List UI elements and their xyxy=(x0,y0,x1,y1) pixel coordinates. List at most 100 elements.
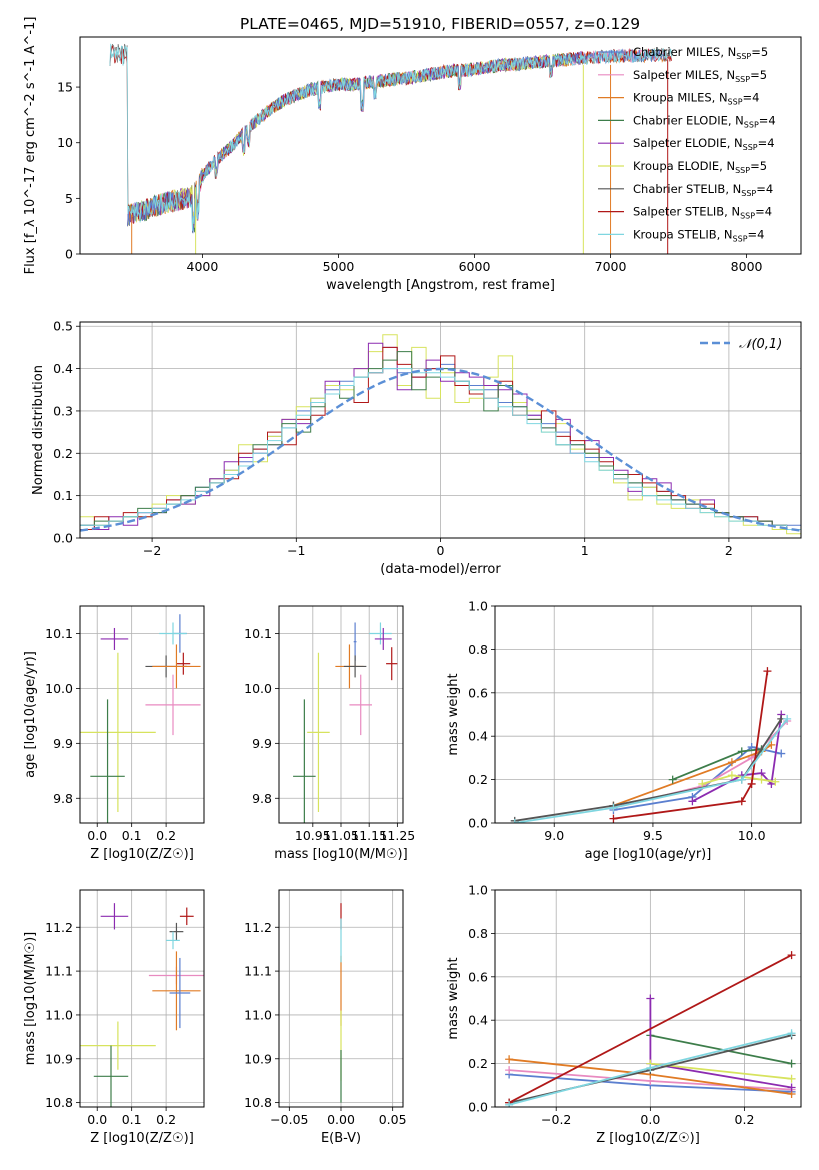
x-tick-label: 7000 xyxy=(595,259,627,274)
x-tick-label: 8000 xyxy=(731,259,763,274)
legend-subscript: SSP xyxy=(733,234,748,243)
y-tick-label: 0.8 xyxy=(468,642,488,657)
weight-marker xyxy=(787,1074,796,1083)
y-tick-label: 11.0 xyxy=(45,1007,73,1022)
y-tick-label: 0.6 xyxy=(468,685,488,700)
weight-marker xyxy=(787,1059,796,1068)
y-tick-label: 0.4 xyxy=(468,1013,488,1028)
y-tick-label: 10.8 xyxy=(45,1095,73,1110)
y-tick-label: 0.1 xyxy=(53,488,73,503)
y-tick-label: 1.0 xyxy=(468,883,488,898)
y-tick-label: 0.5 xyxy=(53,319,73,334)
weight-marker xyxy=(747,779,756,788)
x-tick-label: 2 xyxy=(725,543,733,558)
y-tick-label: 5 xyxy=(65,191,73,206)
legend-subscript: SSP xyxy=(743,143,758,152)
y-tick-label: 10.9 xyxy=(45,1051,73,1066)
histogram-lines xyxy=(80,334,801,535)
axes-frame xyxy=(494,605,802,824)
weight_vs_Z-panel: −0.2 0.0 0.2 0.0 0.2 0.4 0.6 0.8 1.0 Z [log10(Z/Z… xyxy=(446,883,802,1146)
weight-series xyxy=(514,718,788,823)
legend-label: 𝒩(0,1) xyxy=(739,337,782,352)
x-tick-label: 6000 xyxy=(459,259,491,274)
legend-value: =5 xyxy=(750,159,767,173)
y-tick-label: 0 xyxy=(65,247,73,262)
y-tick-label: 9.9 xyxy=(53,736,73,751)
y-tick-label: 0.2 xyxy=(468,1056,488,1071)
legend-value: =5 xyxy=(751,45,768,59)
legend-value: =5 xyxy=(750,68,767,82)
errorbar-points xyxy=(80,903,204,1107)
x-tick-label: 0.1 xyxy=(122,828,142,843)
x-tick-label: −2 xyxy=(143,543,161,558)
normal-curve xyxy=(80,367,801,532)
legend-label: Kroupa MILES, NSSP=4 xyxy=(633,91,759,107)
weight-marker xyxy=(688,797,697,806)
legend-label: Salpeter STELIB, NSSP=4 xyxy=(633,205,772,221)
x-tick-label: 9.0 xyxy=(544,828,564,843)
axes-frame xyxy=(79,321,802,539)
y-tick-label: 0.4 xyxy=(53,361,73,376)
legend-subscript: SSP xyxy=(744,120,759,129)
weight-marker xyxy=(727,758,736,767)
x-axis-label: age [log10(age/yr)] xyxy=(585,847,712,862)
legend-subscript: SSP xyxy=(735,166,750,175)
x-tick-label: 4000 xyxy=(187,259,219,274)
x-tick-label: 0.2 xyxy=(735,1112,755,1127)
x-tick-label: 11.25 xyxy=(379,828,415,843)
y-axis-label: age [log10(age/yr)] xyxy=(23,651,38,778)
figure-title: PLATE=0465, MJD=51910, FIBERID=0557, z=0… xyxy=(240,15,640,33)
legend-value: =4 xyxy=(756,182,773,196)
legend-value: =4 xyxy=(759,113,776,127)
y-axis-label: mass weight xyxy=(446,957,461,1039)
legend-label: Chabrier MILES, NSSP=5 xyxy=(633,45,768,61)
weight-marker xyxy=(737,797,746,806)
y-tick-label: 10.1 xyxy=(45,626,73,641)
legend-label: Kroupa STELIB, NSSP=4 xyxy=(633,227,764,243)
legend-subscript: SSP xyxy=(736,52,751,61)
x-tick-label: 0.0 xyxy=(87,828,107,843)
weight-marker xyxy=(609,814,618,823)
y-tick-label: 1.0 xyxy=(468,599,488,614)
weight-marker xyxy=(698,779,707,788)
spectrum-line xyxy=(109,45,672,225)
weight-marker xyxy=(787,1029,796,1038)
weight-series xyxy=(613,720,788,809)
legend-subscript: SSP xyxy=(740,212,755,221)
x-tick-label: 9.5 xyxy=(643,828,663,843)
y-tick-label: 10.0 xyxy=(45,681,73,696)
y-tick-label: 9.8 xyxy=(252,791,272,806)
x-axis-label: E(B-V) xyxy=(321,1131,361,1146)
weight-marker xyxy=(771,777,780,786)
y-tick-label: 0.0 xyxy=(468,816,488,831)
legend-value: =4 xyxy=(758,136,775,150)
y-tick-label: 11.2 xyxy=(244,920,272,935)
weight-lines xyxy=(505,951,796,1107)
x-tick-label: 0 xyxy=(437,543,445,558)
x-tick-label: 0.0 xyxy=(640,1112,660,1127)
legend-value: =4 xyxy=(755,205,772,219)
x-axis-label: Z [log10(Z/Z☉)] xyxy=(596,1131,700,1146)
x-axis-label: Z [log10(Z/Z☉)] xyxy=(90,1131,194,1146)
x-tick-label: 11.15 xyxy=(351,828,387,843)
y-axis-label: Flux [f_λ 10^-17 erg cm^-2 s^-1 A^-1] xyxy=(23,17,38,275)
weight-series xyxy=(613,670,769,820)
y-tick-label: 0.8 xyxy=(468,926,488,941)
residuals-panel: −2 −1 0 1 2 0.0 0.1 0.2 0.3 0.4 0.5 (data-model)/er… xyxy=(31,319,802,577)
weight-marker xyxy=(505,1100,514,1107)
legend-label: Chabrier STELIB, NSSP=4 xyxy=(633,182,773,198)
axes-frame xyxy=(79,605,205,824)
y-tick-label: 11.2 xyxy=(45,920,73,935)
weight-series xyxy=(650,1034,792,1065)
x-tick-label: 0.1 xyxy=(122,1112,142,1127)
spectrum-panel: 4000 5000 6000 7000 8000 0 5 10 15 wavelength [An… xyxy=(23,17,802,293)
x-tick-label: 5000 xyxy=(323,259,355,274)
weight-marker xyxy=(510,819,519,823)
x-axis-label: (data-model)/error xyxy=(380,562,501,577)
x-tick-label: −0.05 xyxy=(270,1112,308,1127)
weight-lines xyxy=(510,667,792,823)
legend-value: =4 xyxy=(743,91,760,105)
axes-frame xyxy=(278,605,404,824)
weight-marker xyxy=(783,714,792,723)
